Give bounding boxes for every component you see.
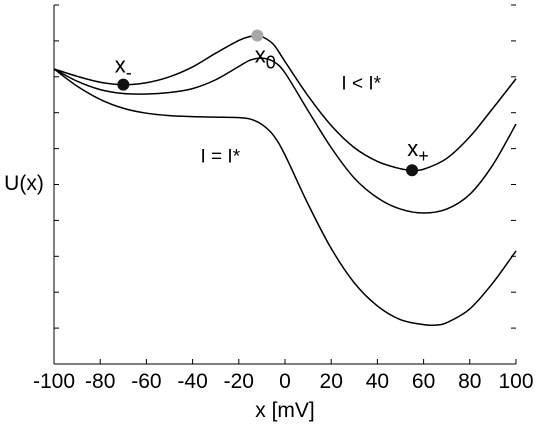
axes-group: -100 -80 -60 -40 -20 0 20 40 60 80 100 x [mV] U(x) bbox=[4, 4, 534, 422]
x-tick-label: 20 bbox=[320, 370, 343, 393]
point-label-3: x+ bbox=[407, 136, 429, 166]
x-tick-label: 0 bbox=[279, 370, 291, 393]
curves-group bbox=[53, 34, 517, 327]
x-tick-label: -20 bbox=[224, 370, 254, 393]
potential-curve-3 bbox=[53, 68, 517, 327]
point-subscript: - bbox=[126, 63, 132, 83]
point-marker-2 bbox=[251, 29, 264, 42]
x-tick-label: 100 bbox=[498, 370, 533, 393]
x-axis-label: x [mV] bbox=[255, 399, 315, 422]
x-tick-label: -80 bbox=[85, 370, 115, 393]
curve-annotation-1: I < I* bbox=[341, 74, 381, 95]
point-subscript: + bbox=[418, 146, 429, 166]
point-marker-1 bbox=[117, 78, 130, 91]
x-tick-label: -40 bbox=[177, 370, 207, 393]
point-marker-3 bbox=[406, 164, 419, 177]
curve-annotation-2: I = I* bbox=[201, 146, 241, 167]
point-subscript: 0 bbox=[266, 52, 276, 72]
x-tick-label: 40 bbox=[366, 370, 389, 393]
x-tick-label: 60 bbox=[412, 370, 435, 393]
y-axis-label: U(x) bbox=[4, 172, 44, 195]
potential-curve-2 bbox=[53, 57, 517, 214]
points-group: x-x0 x+ bbox=[115, 29, 429, 177]
x-tick-label: -100 bbox=[33, 370, 75, 393]
x-tick-label: 80 bbox=[458, 370, 481, 393]
x-tick-label: -60 bbox=[131, 370, 161, 393]
point-label-1: x- bbox=[115, 53, 132, 83]
point-label-2: x0 bbox=[255, 42, 276, 72]
annotations-group: I < I* I = I* bbox=[201, 74, 382, 168]
potential-curve-1 bbox=[53, 34, 517, 172]
